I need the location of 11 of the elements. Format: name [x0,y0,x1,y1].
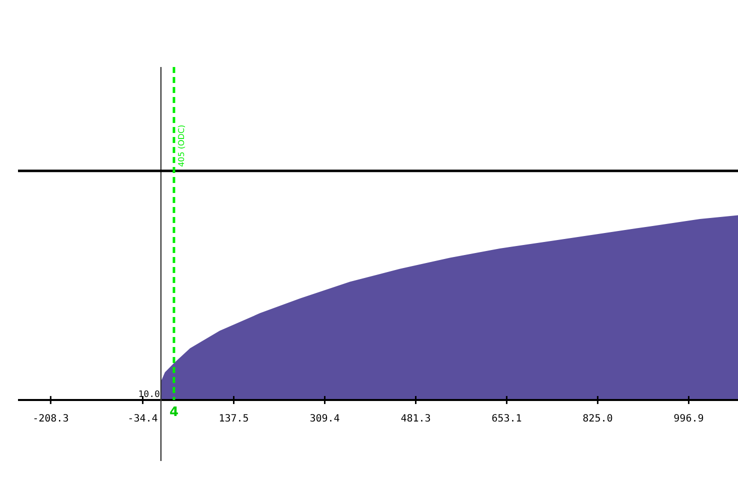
x-tick-label: 825.0 [582,414,613,425]
x-tick-label: -34.4 [128,414,158,425]
x-tick-label: 996.9 [674,414,704,425]
annotation: 10.0 [138,390,160,400]
x-tick-label: -208.3 [32,414,69,425]
x-tick-label: 653.1 [492,414,522,425]
x-tick-label: 481.3 [400,414,431,425]
annotation: 4 [169,404,178,420]
x-tick-label: 309.4 [310,414,340,425]
ref-line-label: 405 (ODC) [177,124,186,167]
x-tick-label: 137.5 [218,414,249,425]
